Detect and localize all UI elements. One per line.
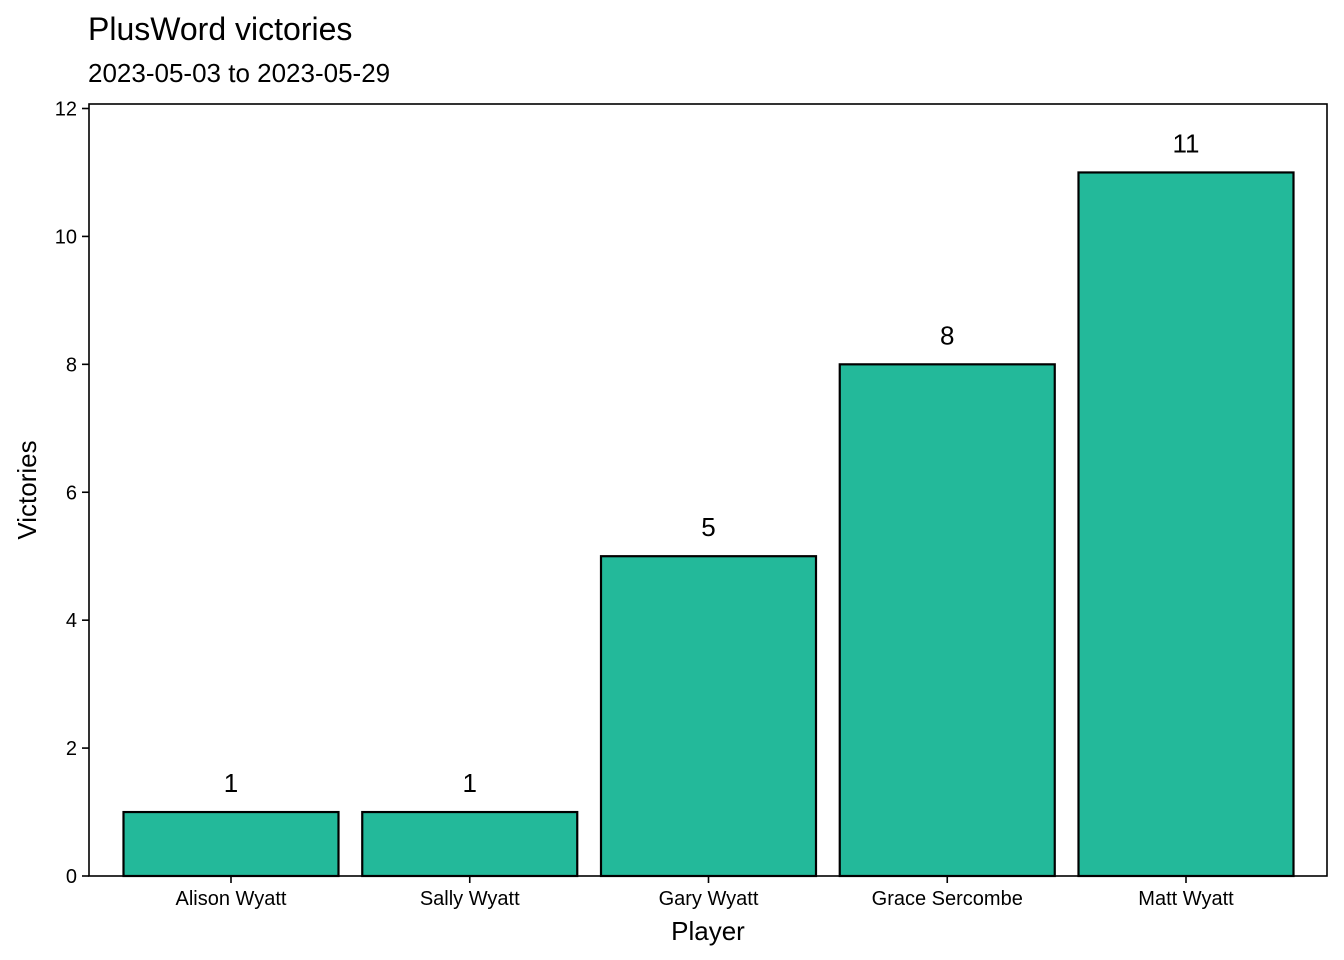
- data-label: 11: [1173, 128, 1200, 158]
- y-tick-label: 0: [66, 866, 77, 888]
- y-tick-label: 12: [55, 99, 77, 121]
- x-tick-label: Grace Sercombe: [872, 888, 1023, 910]
- bar-grace-sercombe: [838, 363, 1056, 878]
- x-tick-label: Sally Wyatt: [420, 888, 520, 910]
- y-tick-label: 10: [55, 226, 77, 248]
- bar-gary-wyatt: [599, 555, 818, 878]
- y-tick-label: 6: [66, 482, 77, 504]
- x-tick-label: Matt Wyatt: [1138, 888, 1234, 910]
- data-label: 8: [940, 320, 954, 350]
- data-label: 1: [463, 768, 477, 798]
- y-axis: 0 2 4 6 8 10 12: [55, 99, 89, 888]
- x-tick-label: Gary Wyatt: [659, 888, 759, 910]
- x-axis: Alison Wyatt Sally Wyatt Gary Wyatt Grace S…: [176, 876, 1234, 910]
- data-label: 5: [701, 512, 715, 542]
- bar-matt-wyatt: [1077, 171, 1295, 878]
- y-tick-label: 4: [66, 610, 77, 632]
- chart-title: PlusWord victories: [88, 11, 353, 47]
- y-tick-label: 8: [66, 354, 77, 376]
- chart-subtitle: 2023-05-03 to 2023-05-29: [88, 58, 391, 88]
- bars-layer: [122, 171, 1295, 878]
- bar-alison-wyatt: [122, 810, 340, 878]
- x-tick-label: Alison Wyatt: [176, 888, 287, 910]
- y-axis-title: Victories: [12, 440, 42, 539]
- bar-sally-wyatt: [361, 810, 579, 878]
- data-label: 1: [224, 768, 238, 798]
- y-tick-label: 2: [66, 738, 77, 760]
- x-axis-title: Player: [671, 916, 745, 946]
